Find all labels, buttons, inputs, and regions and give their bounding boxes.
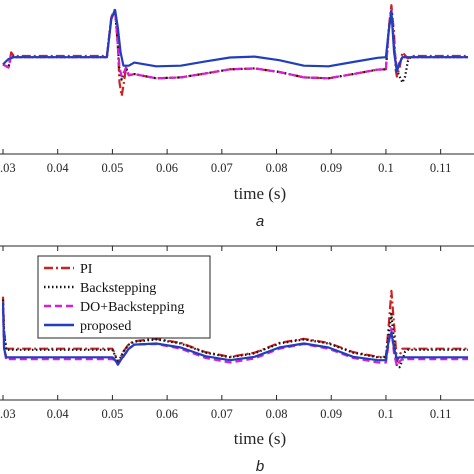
panel-b-x-tick-label: 0.09 [320,407,342,421]
panel-b-x-ticks: .03 0.04 0.05 0.06 0.07 0.08 0.09 0.1 0.11 [0,246,451,421]
panel-b-x-tick-label: 0.08 [266,407,288,421]
panel-b-axes-box [0,245,474,401]
panel-a-x-axis-label: time (s) [234,184,286,203]
panel-a-series-proposed [2,8,468,73]
panel-b-x-tick-label: 0.05 [101,407,123,421]
panel-a-x-tick-label: 0.04 [47,161,70,175]
panel-b-series-backstepping [1,299,468,369]
panel-a-x-tick-label: 0.07 [211,161,233,175]
panel-b-x-tick-label: 0.04 [47,407,70,421]
panel-a-series-pi [2,4,468,98]
legend-label-pi: PI [80,262,93,277]
panel-b-x-tick-label: 0.1 [378,407,394,421]
panel-a-caption: a [256,213,264,230]
panel-a-x-tick-label: 0.08 [266,161,288,175]
panel-b-x-tick-label: 0.07 [211,407,233,421]
panel-a-x-tick-label: 0.09 [320,161,342,175]
panel-a-x-tick-label: 0.11 [430,161,451,175]
panel-b-series-proposed [1,302,468,366]
panel-a: .03 0.04 0.05 0.06 0.07 0.08 0.09 0.1 0.11 time … [0,4,474,230]
panel-a-x-tick-label: 0.06 [156,161,178,175]
panel-b: .03 0.04 0.05 0.06 0.07 0.08 0.09 0.1 0.11 PI Ba… [0,245,474,474]
legend-label-backstepping: Backstepping [80,281,156,296]
panel-b-plot-area [1,289,468,369]
panel-b-caption: b [256,458,264,474]
panel-b-x-tick-label: 0.06 [156,407,178,421]
legend-label-do-backstepping: DO+Backstepping [80,300,184,315]
panel-a-x-tick-label: .03 [0,161,16,175]
panel-a-x-tick-label: 0.05 [101,161,123,175]
panel-b-x-tick-label: .03 [0,407,16,421]
panel-b-x-axis-label: time (s) [234,429,286,448]
panel-a-axes-box [0,153,474,155]
panel-a-x-ticks: .03 0.04 0.05 0.06 0.07 0.08 0.09 0.1 0.11 [0,149,451,175]
legend-label-proposed: proposed [80,319,131,334]
panel-b-x-tick-label: 0.11 [430,407,451,421]
panel-a-plot-area [2,4,468,98]
panel-a-x-tick-label: 0.1 [378,161,394,175]
legend: PI Backstepping DO+Backstepping proposed [37,255,211,339]
